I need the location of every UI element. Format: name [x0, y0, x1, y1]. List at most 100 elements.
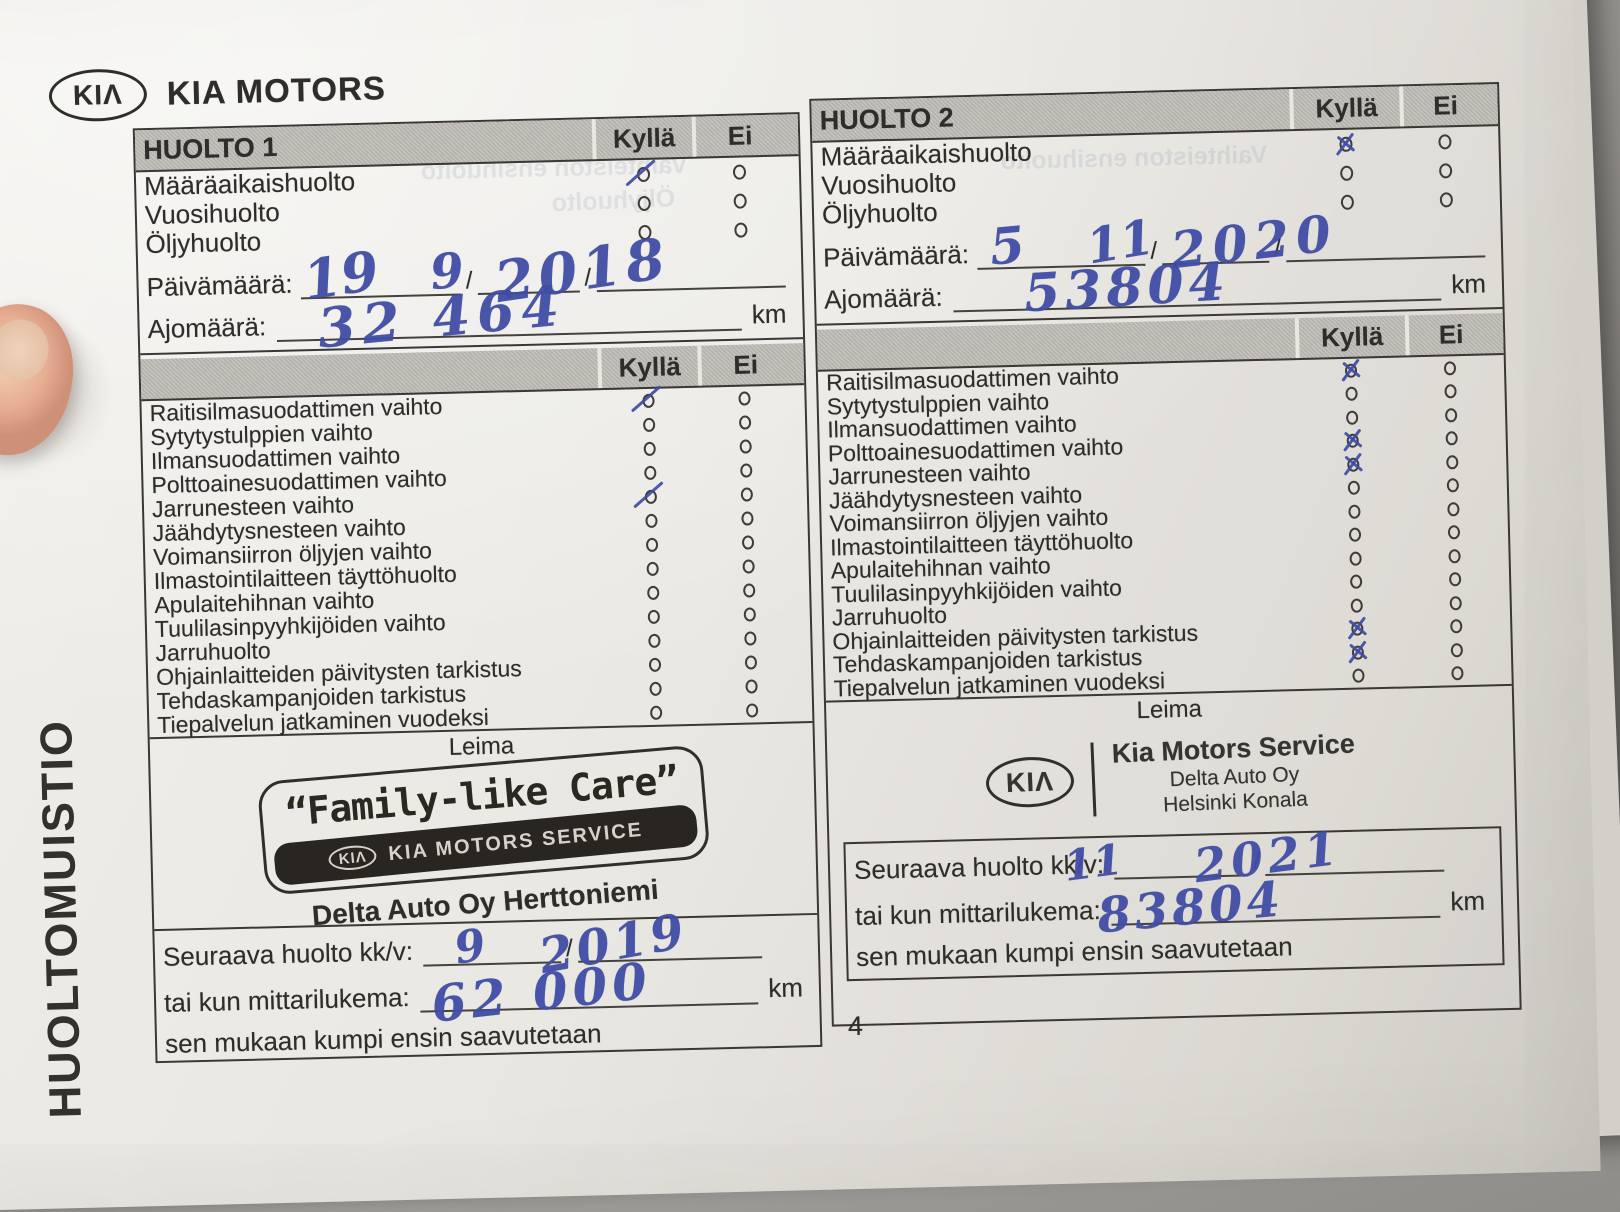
handwritten-date-day: 5 [987, 214, 1028, 277]
checkbox-circle [1350, 574, 1363, 590]
checkbox-circle [739, 439, 752, 454]
checkbox-circle [637, 195, 651, 212]
next-service-label: Seuraava huolto kk/v: [162, 935, 414, 972]
checkbox-yes [601, 481, 701, 509]
column-header-no: Ei [1404, 313, 1494, 356]
checkbox-no [1409, 477, 1497, 493]
km-label: km [751, 298, 787, 330]
checkbox-circle [1348, 527, 1362, 543]
checkbox-circle [742, 559, 755, 574]
checkbox-yes [1300, 550, 1410, 567]
checkbox-circle [738, 391, 751, 406]
checkbox-no [1408, 430, 1496, 446]
date-label: Päivämäärä: [146, 268, 293, 303]
checkbox-circle [1446, 478, 1460, 493]
checkbox-no [1408, 454, 1496, 470]
kia-logo-icon: KIΛ [327, 843, 378, 873]
checkbox-yes [1300, 527, 1410, 544]
photo-of-service-booklet: { "photo": { "side_label": "HUOLTOMUISTI… [0, 0, 1620, 1080]
checkbox-yes [594, 195, 694, 212]
checkbox-circle [1348, 504, 1361, 519]
checkbox-circle [1444, 384, 1457, 399]
checkbox-yes [603, 585, 703, 601]
checkbox-no [693, 164, 785, 181]
checkbox-no [1412, 618, 1500, 634]
checkbox-no [1400, 133, 1488, 150]
checkbox-no [701, 510, 793, 526]
checkbox-circle [1449, 595, 1462, 611]
checkbox-circle [1438, 163, 1452, 179]
checkbox-no [700, 462, 792, 478]
checkbox-no [704, 630, 796, 646]
checkbox-circle [648, 633, 661, 648]
mileage-label: Ajomäärä: [147, 311, 267, 345]
checkbox-circle [645, 513, 658, 529]
checkbox-circle [740, 463, 753, 478]
handwritten-next-month: 11 [1061, 834, 1126, 891]
checkbox-no [1412, 595, 1500, 611]
checkbox-no [702, 558, 794, 574]
brand-name: KIA MOTORS [166, 69, 387, 112]
service-type-rows: Määräaikaishuolto Vuosihuolto Öljyhuolto [812, 126, 1500, 230]
checkbox-yes [601, 513, 701, 529]
checkbox-circle [1339, 165, 1353, 181]
mark-stroke [633, 481, 664, 509]
column-header-yes: Kyllä [1294, 315, 1406, 359]
checkbox-circle [648, 657, 662, 672]
checkbox-circle [647, 609, 660, 624]
column-header-yes: Kyllä [597, 345, 699, 389]
dealer-stamp: “Family-like Care” KIΛ KIA MOTORS SERVIC… [256, 744, 711, 896]
checkbox-circle [744, 655, 758, 670]
km-label: km [767, 972, 804, 1004]
side-label: HUOLTOMUISTIO [30, 718, 91, 1119]
checkbox-no [1410, 548, 1498, 564]
checkbox-yes [1299, 503, 1409, 520]
next-service-box: Seuraava huolto kk/v: / 11 2021 tai kun … [843, 821, 1505, 982]
checkbox-circle [1448, 548, 1461, 564]
column-header-no: Ei [691, 114, 785, 157]
checkbox-no [705, 654, 797, 670]
checkbox-no [1401, 162, 1489, 179]
checkbox-circle [1447, 525, 1461, 540]
checkbox-circle [743, 607, 756, 622]
checkbox-no [694, 192, 786, 209]
checkbox-circle [644, 465, 657, 481]
checkbox-no [694, 221, 786, 238]
checkbox-circle [642, 417, 656, 433]
checkbox-circle [1448, 572, 1462, 587]
checkbox-circle [1345, 386, 1358, 402]
checkbox-yes [1302, 597, 1412, 614]
checkbox-circle [1446, 454, 1459, 470]
km-label: km [1449, 885, 1486, 917]
checkbox-no [1409, 501, 1497, 517]
column-header-yes: Kyllä [591, 116, 693, 160]
checkbox-circle [744, 631, 757, 646]
checkbox-yes [1290, 132, 1400, 156]
checkbox-yes [1302, 616, 1412, 641]
kia-logo-icon: KIΛ [48, 68, 148, 123]
checklist-rows: Raitisilmasuodattimen vaihto Sytytystulpp… [817, 354, 1512, 703]
checkbox-no [698, 390, 790, 406]
checkbox-yes [604, 633, 704, 649]
column-header-no: Ei [697, 343, 791, 386]
checkbox-yes [1303, 640, 1413, 664]
checkbox-no [699, 414, 791, 430]
checkbox-yes [593, 158, 693, 187]
mark-stroke [625, 158, 657, 187]
date-label: Päivämäärä: [822, 239, 970, 273]
checkbox-no [700, 438, 792, 454]
checkbox-circle [1444, 407, 1458, 423]
checkbox-no [703, 582, 795, 598]
checkbox-circle [740, 487, 754, 502]
mileage-label: Ajomäärä: [823, 281, 943, 315]
checkbox-no [1406, 360, 1494, 376]
checkbox-yes [605, 657, 705, 673]
checkbox-no [1413, 642, 1501, 658]
checkbox-no [1402, 191, 1490, 208]
km-label: km [1450, 268, 1487, 300]
column-header-yes: Kyllä [1289, 86, 1401, 130]
checkbox-circle [1445, 431, 1458, 446]
checkbox-yes [1298, 452, 1408, 476]
checkbox-circle [1350, 598, 1363, 613]
checkbox-circle [743, 583, 756, 598]
